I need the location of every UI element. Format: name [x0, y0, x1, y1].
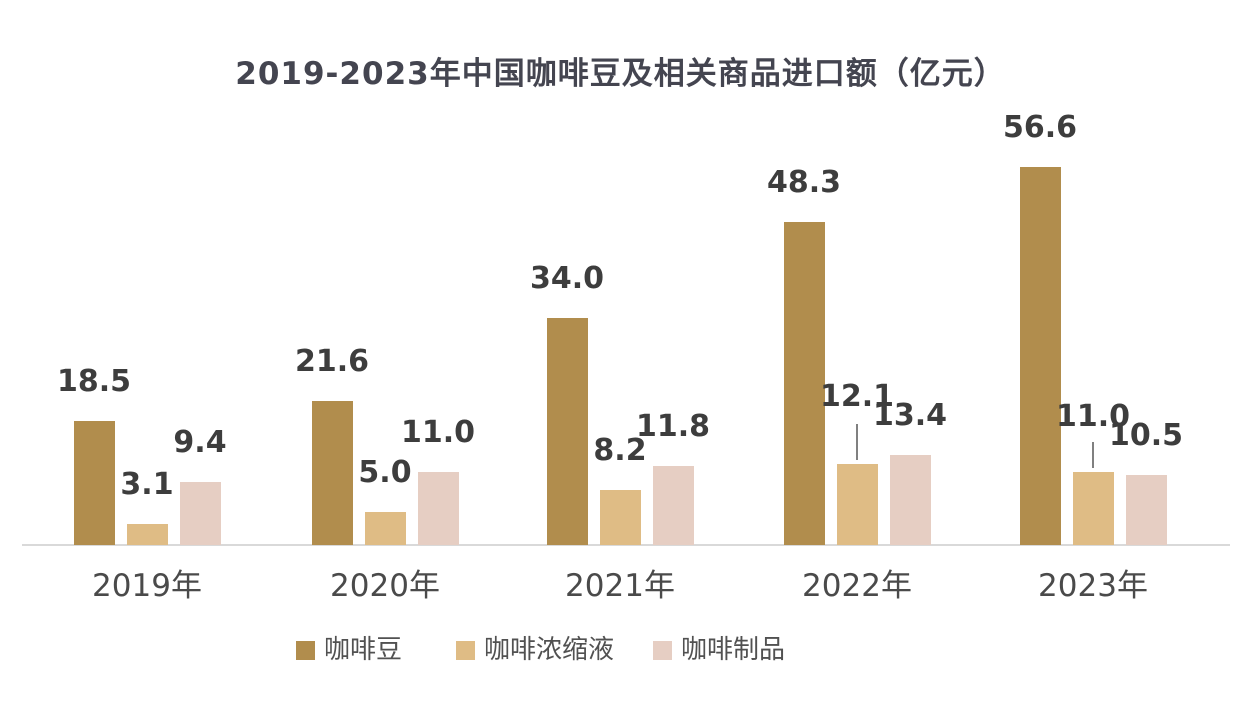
legend-label: 咖啡豆 [324, 635, 403, 665]
bar-咖啡浓缩液-2023年 [1072, 472, 1114, 545]
bar-咖啡制品-2020年 [417, 472, 459, 545]
legend-item-咖啡浓缩液: 咖啡浓缩液 [456, 635, 615, 665]
bar-咖啡豆-2023年 [1019, 167, 1061, 545]
bar-value-label: 48.3 [766, 165, 842, 200]
bar-咖啡制品-2023年 [1125, 475, 1167, 545]
bar-咖啡豆-2022年 [783, 222, 825, 545]
bar-咖啡豆-2021年 [546, 318, 588, 545]
legend-swatch-icon [456, 640, 475, 660]
category-label-2019年: 2019年 [92, 568, 202, 604]
bar-咖啡浓缩液-2019年 [126, 524, 168, 545]
legend-label: 咖啡制品 [681, 635, 786, 665]
bar-value-label: 34.0 [529, 261, 605, 296]
bar-value-label: 10.5 [1108, 418, 1184, 453]
bar-value-label: 13.4 [872, 398, 948, 433]
chart-title: 2019-2023年中国咖啡豆及相关商品进口额（亿元） [235, 56, 1006, 92]
bar-value-label: 18.5 [56, 364, 132, 399]
bar-咖啡浓缩液-2020年 [364, 512, 406, 545]
bar-value-label: 11.8 [635, 409, 711, 444]
bar-value-label: 3.1 [120, 467, 174, 502]
legend-item-咖啡豆: 咖啡豆 [296, 635, 403, 665]
bar-value-label: 11.0 [1055, 399, 1131, 434]
bar-value-label: 9.4 [173, 425, 227, 460]
label-leader-line [856, 424, 858, 460]
bar-咖啡制品-2019年 [179, 482, 221, 545]
legend-swatch-icon [296, 640, 315, 660]
bar-咖啡制品-2022年 [889, 455, 931, 545]
category-label-2023年: 2023年 [1038, 568, 1148, 604]
bar-value-label: 8.2 [593, 433, 647, 468]
label-leader-line [1092, 442, 1094, 468]
bar-value-label: 11.0 [400, 415, 476, 450]
category-label-2020年: 2020年 [330, 568, 440, 604]
category-label-2021年: 2021年 [565, 568, 675, 604]
legend-label: 咖啡浓缩液 [484, 635, 615, 665]
category-label-2022年: 2022年 [802, 568, 912, 604]
bar-咖啡浓缩液-2021年 [599, 490, 641, 545]
bar-咖啡豆-2020年 [311, 401, 353, 545]
legend-item-咖啡制品: 咖啡制品 [653, 635, 786, 665]
legend-swatch-icon [653, 640, 672, 660]
bar-value-label: 12.1 [819, 379, 895, 414]
bar-value-label: 5.0 [358, 455, 412, 490]
x-axis-line [22, 544, 1230, 546]
bar-咖啡豆-2019年 [73, 421, 115, 545]
bar-value-label: 21.6 [294, 344, 370, 379]
bar-value-label: 56.6 [1002, 110, 1078, 145]
bar-咖啡浓缩液-2022年 [836, 464, 878, 545]
bar-咖啡制品-2021年 [652, 466, 694, 545]
